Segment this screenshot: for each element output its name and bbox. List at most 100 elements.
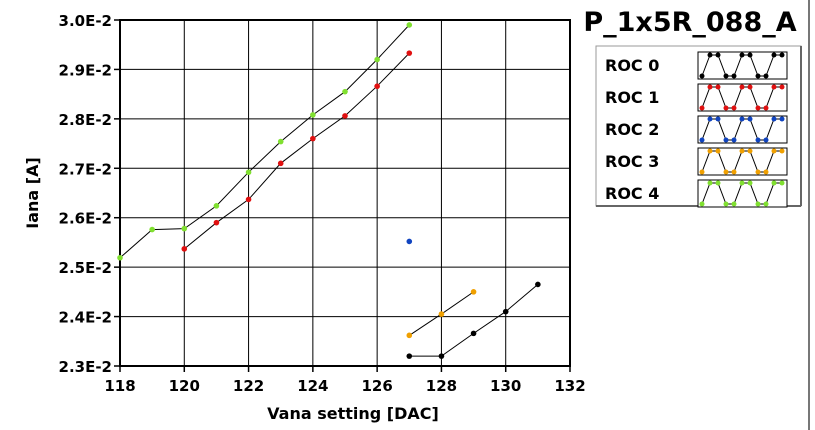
legend-marker: [747, 116, 753, 122]
x-tick-label: 118: [104, 377, 135, 395]
data-point: [149, 226, 155, 233]
x-tick-label: 120: [169, 377, 200, 395]
legend-marker: [779, 116, 785, 122]
data-point: [245, 169, 252, 176]
data-point: [406, 22, 413, 28]
legend-marker: [707, 84, 713, 90]
legend-marker: [771, 148, 777, 154]
y-tick-label: 2.7E-2: [59, 160, 112, 178]
legend-marker: [723, 73, 729, 79]
y-tick-labels: 2.3E-2 2.4E-2 2.5E-2 2.6E-2 2.7E-2 2.8E-2 2.9E…: [59, 12, 112, 376]
data-point: [406, 238, 413, 245]
legend-marker: [707, 148, 713, 154]
data-point: [213, 203, 220, 209]
data-point: [117, 254, 123, 261]
legend-marker: [715, 84, 721, 90]
data-point: [470, 330, 477, 337]
series-4: [117, 22, 413, 261]
series-line: [119, 24, 410, 259]
legend-marker: [699, 73, 705, 79]
legend-marker: [747, 180, 753, 186]
data-point: [245, 196, 252, 203]
legend-marker: [739, 116, 745, 122]
y-tick-label: 2.8E-2: [59, 111, 112, 129]
legend-marker: [747, 52, 753, 58]
x-tick-labels: 118 120 122 124 126 128 130 132: [104, 377, 585, 395]
data-point: [374, 56, 380, 63]
legend-marker: [731, 73, 737, 79]
x-tick-label: 122: [233, 377, 264, 395]
legend-entry: ROC 4: [605, 179, 788, 208]
data-point: [310, 112, 316, 118]
y-axis-title: Iana [A]: [23, 157, 42, 229]
y-tick-label: 2.4E-2: [59, 309, 112, 327]
legend-marker: [723, 169, 729, 175]
data-point: [470, 289, 477, 295]
y-tick-label: 2.3E-2: [59, 358, 112, 376]
data-point: [310, 135, 316, 142]
chart-title: P_1x5R_088_A: [583, 7, 796, 38]
data-point: [181, 246, 188, 252]
legend-marker: [715, 116, 721, 122]
legend-marker: [779, 180, 785, 186]
data-point: [438, 353, 445, 359]
series-3: [406, 289, 477, 339]
legend-marker: [731, 201, 737, 207]
x-tick-label: 124: [297, 377, 328, 395]
legend-label: ROC 1: [605, 88, 659, 107]
data-point: [342, 88, 348, 95]
data-point: [181, 225, 188, 232]
legend-marker: [699, 105, 705, 111]
legend-entry: ROC 3: [605, 147, 788, 176]
data-point: [277, 160, 284, 167]
y-tick-label: 2.5E-2: [59, 259, 112, 277]
legend-marker: [747, 84, 753, 90]
data-point: [406, 353, 413, 359]
series-line: [409, 284, 539, 357]
data-point: [406, 50, 413, 56]
x-tick-label: 132: [554, 377, 585, 395]
legend-label: ROC 4: [605, 184, 659, 203]
legend-marker: [747, 148, 753, 154]
legend-marker: [779, 52, 785, 58]
data-point: [342, 113, 348, 119]
legend-marker: [739, 84, 745, 90]
legend-marker: [731, 105, 737, 111]
y-tick-label: 2.9E-2: [59, 61, 112, 79]
data-point: [502, 308, 509, 315]
legend-marker: [699, 137, 705, 143]
legend-entry: ROC 1: [605, 83, 788, 112]
legend-marker: [723, 201, 729, 207]
y-tick-label: 2.6E-2: [59, 210, 112, 228]
legend-marker: [763, 105, 769, 111]
legend-marker: [739, 180, 745, 186]
series: [117, 22, 541, 359]
legend-marker: [771, 52, 777, 58]
legend-marker: [715, 52, 721, 58]
x-tick-label: 130: [490, 377, 521, 395]
legend-marker: [755, 105, 761, 111]
legend-marker: [763, 137, 769, 143]
legend-marker: [723, 105, 729, 111]
legend-marker: [763, 201, 769, 207]
legend-marker: [755, 73, 761, 79]
legend-marker: [731, 169, 737, 175]
legend-label: ROC 0: [605, 56, 659, 75]
y-tick-label: 3.0E-2: [59, 12, 112, 30]
data-point: [535, 281, 541, 288]
legend-marker: [707, 52, 713, 58]
series-2: [406, 238, 413, 245]
legend-marker: [771, 116, 777, 122]
data-point: [374, 83, 380, 90]
legend-marker: [715, 180, 721, 186]
legend-label: ROC 2: [605, 120, 659, 139]
legend-marker: [715, 148, 721, 154]
data-point: [438, 311, 445, 317]
legend-label: ROC 3: [605, 152, 659, 171]
legend-marker: [755, 169, 761, 175]
legend-marker: [771, 84, 777, 90]
plot-frame: [119, 19, 571, 367]
legend-marker: [779, 84, 785, 90]
legend-marker: [739, 52, 745, 58]
